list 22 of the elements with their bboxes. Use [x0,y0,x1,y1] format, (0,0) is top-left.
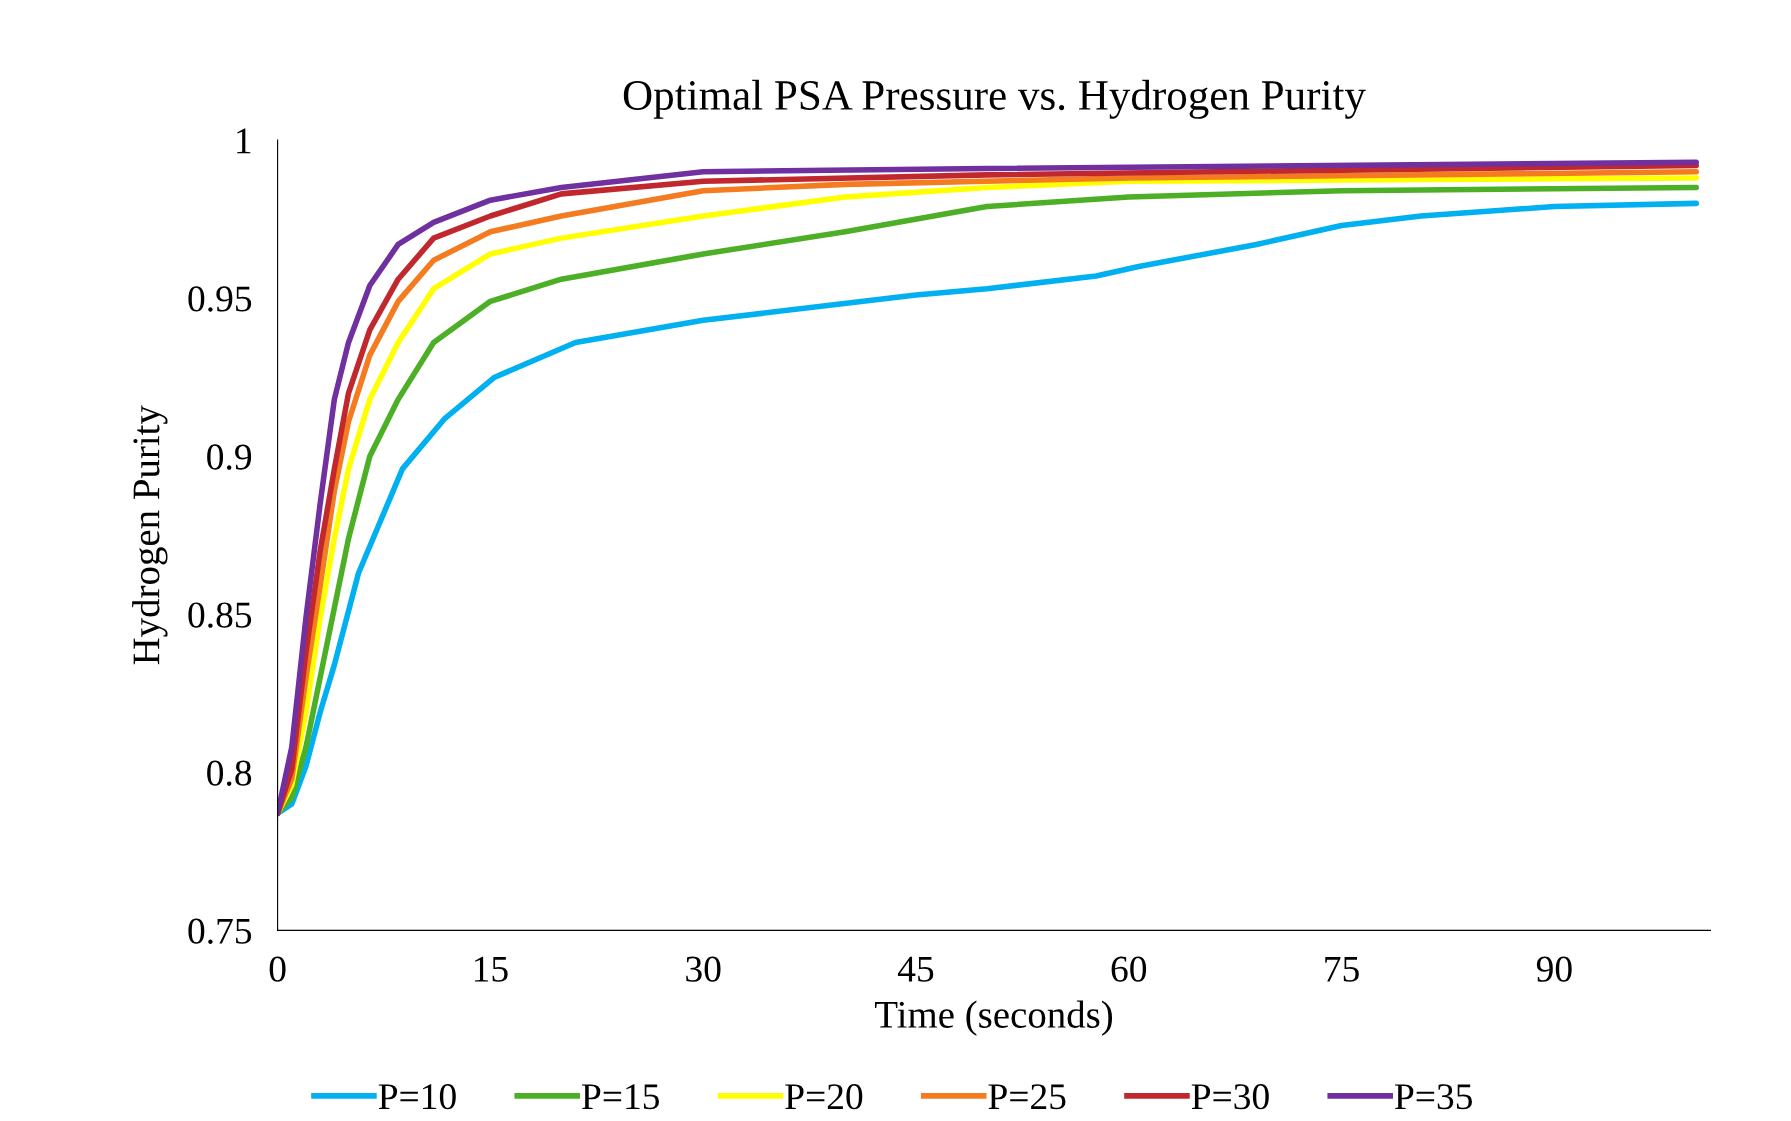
x-tick-label: 0 [269,956,286,982]
chart-title: Optimal PSA Pressure vs. Hydrogen Purity [623,79,1366,119]
legend-label: P=35 [1395,1084,1472,1110]
y-tick-label: 0.85 [188,602,252,628]
y-tick-label: 0.95 [188,286,252,312]
x-tick-label: 30 [686,956,721,982]
legend-label: P=25 [988,1084,1066,1110]
legend-label: P=30 [1191,1084,1269,1110]
x-tick-label: 45 [897,956,934,982]
x-tick-label: 60 [1111,956,1147,982]
y-axis-title: Hydrogen Purity [132,405,168,665]
y-tick-label: 0.8 [207,760,252,786]
x-axis-title: Time (seconds) [874,1000,1113,1036]
x-tick-label: 90 [1536,956,1572,982]
y-tick-label: 1 [237,128,251,154]
y-tick-label: 0.75 [188,918,252,944]
y-tick-label: 0.9 [207,444,252,470]
x-tick-label: 75 [1325,956,1359,982]
legend-label: P=15 [582,1084,659,1110]
legend-label: P=20 [785,1084,863,1110]
legend-label: P=10 [378,1084,456,1110]
x-tick-label: 15 [474,956,508,982]
